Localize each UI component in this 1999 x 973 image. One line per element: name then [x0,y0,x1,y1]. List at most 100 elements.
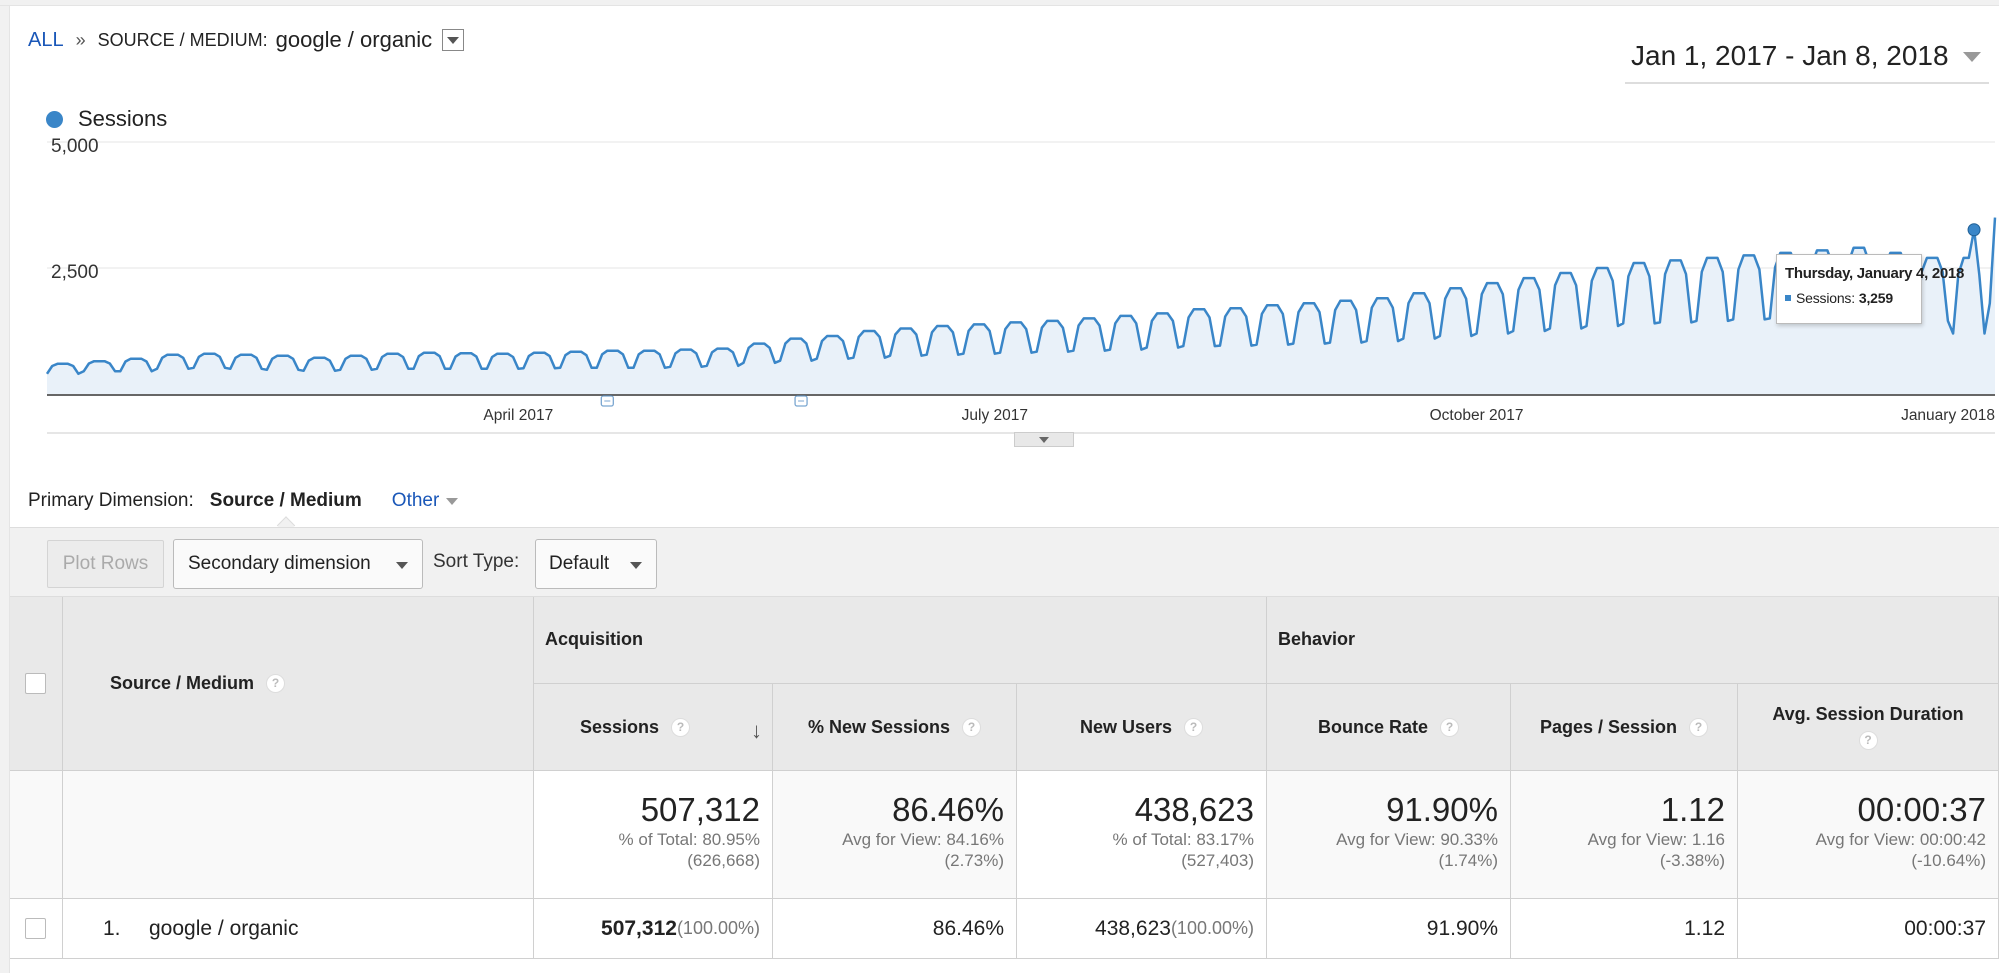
primary-dimension-bar: Primary Dimension: Source / Medium Other [28,490,459,512]
header-pages-session-content: Pages / Session ? [1511,684,1737,770]
y-tick-label: 2,500 [51,262,99,283]
row-sessions-value: 507,312 [601,916,677,940]
row-avg-duration-cell: 00:00:37 [1738,899,1999,959]
caret-down-icon [1962,52,1981,62]
header-avg-duration-content: Avg. Session Duration ? [1738,684,1998,770]
row-select-checkbox[interactable] [25,918,46,939]
breadcrumb-dimension-key: SOURCE / MEDIUM: [97,29,268,50]
primary-dimension-other-label: Other [391,490,440,511]
breadcrumb-separator: » [75,29,86,50]
header-bounce-rate-label: Bounce Rate [1317,716,1429,737]
total-new-sessions: 86.46% Avg for View: 84.16% (2.73%) [842,791,1004,871]
row-new-users-value: 438,623 [1095,916,1171,940]
chart-collapse-toggle[interactable] [1014,432,1074,447]
total-bounce-rate: 91.90% Avg for View: 90.33% (1.74%) [1336,791,1498,871]
sort-type-value: Default [549,553,610,574]
header-new-sessions-content: % New Sessions ? [773,684,1016,770]
breadcrumb-dropdown-button[interactable] [442,29,465,51]
secondary-dimension-label: Secondary dimension [188,553,371,574]
chevron-down-icon [1039,436,1049,443]
sort-descending-icon[interactable]: ↓ [751,718,762,743]
help-icon[interactable]: ? [266,674,286,693]
row-sessions: 507,312 (100.00%) [601,899,760,958]
legend-dot-icon [46,110,63,128]
secondary-dimension-select[interactable]: Secondary dimension [173,539,423,589]
total-avg-duration-cell: 00:00:37 Avg for View: 00:00:42 (-10.64%… [1738,771,1999,899]
total-new-users-cell: 438,623 % of Total: 83.17% (527,403) [1017,771,1267,899]
header-dimension-label[interactable]: Source / Medium [110,673,255,693]
total-avg-duration: 00:00:37 Avg for View: 00:00:42 (-10.64%… [1816,791,1986,871]
header-bounce-rate-content: Bounce Rate ? [1267,684,1510,770]
tooltip-swatch [1785,295,1791,301]
header-group-acquisition: Acquisition [534,597,1267,684]
x-tick-label: July 2017 [962,407,1028,424]
breadcrumb-all-link[interactable]: ALL [28,28,64,51]
row-checkbox-cell [10,899,63,959]
sessions-line [45,217,1997,376]
select-all-checkbox[interactable] [25,673,46,694]
highlight-point[interactable] [1967,223,1981,237]
plot-rows-button[interactable]: Plot Rows [47,540,164,588]
total-pages-session-sub1: Avg for View: 1.16 [1587,830,1725,849]
help-icon[interactable]: ? [962,717,982,737]
group-acquisition-label: Acquisition [545,629,643,649]
total-new-users-value: 438,623 [1134,791,1254,828]
table-row: 1. google / organic [63,899,534,959]
date-range-picker[interactable]: Jan 1, 2017 - Jan 8, 2018 [1625,40,1989,84]
header-group-behavior: Behavior [1267,597,1999,684]
total-sessions-sub2: (626,668) [687,851,760,870]
x-tick-label: October 2017 [1430,407,1524,424]
sort-type-select[interactable]: Default [535,539,657,589]
total-new-users-sub2: (527,403) [1181,851,1254,870]
total-bounce-rate-sub2: (1.74%) [1438,851,1498,870]
header-dimension-cell: Source / Medium ? [63,597,534,771]
total-new-sessions-cell: 86.46% Avg for View: 84.16% (2.73%) [773,771,1017,899]
primary-dimension-label: Primary Dimension: [28,490,194,511]
row-new-users-cell: 438,623 (100.00%) [1017,899,1267,959]
primary-dimension-other[interactable]: Other [392,490,459,512]
sort-type-label: Sort Type: [433,551,520,572]
header-checkbox-cell [10,597,63,771]
total-new-sessions-value: 86.46% [892,791,1004,828]
annotation-markers [600,395,808,407]
header-sessions-content: Sessions ? [534,684,772,770]
primary-dimension-source-medium[interactable]: Source / Medium [209,490,362,511]
chevron-down-icon [630,562,642,569]
header-bounce-rate[interactable]: Bounce Rate ? [1267,684,1511,771]
header-sessions[interactable]: Sessions ? ↓ [534,684,773,771]
sessions-chart[interactable]: 5,000 2,500 April 2017 July 2017 October 20… [0,130,1999,450]
help-icon[interactable]: ? [1858,731,1878,750]
chart-y-ticks: 5,000 2,500 [51,136,99,283]
row-bounce-rate-cell: 91.90% [1267,899,1511,959]
row-dimension-link[interactable]: google / organic [149,916,299,940]
help-icon[interactable]: ? [1440,717,1460,737]
header-avg-duration-label: Avg. Session Duration [1772,704,1964,724]
total-bounce-rate-cell: 91.90% Avg for View: 90.33% (1.74%) [1267,771,1511,899]
total-sessions-cell: 507,312 % of Total: 80.95% (626,668) [534,771,773,899]
help-icon[interactable]: ? [671,717,691,737]
legend-label: Sessions [78,106,168,131]
header-pages-session[interactable]: Pages / Session ? [1511,684,1738,771]
total-bounce-rate-sub1: Avg for View: 90.33% [1336,830,1498,849]
totals-dimension-cell [63,771,534,899]
chart-legend: Sessions [46,106,167,132]
table-toolbar: Plot Rows Secondary dimension Sort Type:… [10,527,1999,597]
x-tick-label: April 2017 [483,407,553,424]
header-new-sessions[interactable]: % New Sessions ? [773,684,1017,771]
header-new-users[interactable]: New Users ? [1017,684,1267,771]
data-table: Source / Medium ? Acquisition Behavior S… [10,597,1999,973]
date-range-text: Jan 1, 2017 - Jan 8, 2018 [1631,40,1949,71]
tooltip-label: Sessions: [1796,290,1855,306]
help-icon[interactable]: ? [1689,717,1709,737]
row-new-users: 438,623 (100.00%) [1095,899,1254,958]
chevron-down-icon [447,36,460,44]
help-icon[interactable]: ? [1184,717,1204,737]
row-bounce-rate: 91.90% [1426,916,1498,940]
tooltip-row: Sessions: 3,259 [1785,290,1913,306]
total-new-users: 438,623 % of Total: 83.17% (527,403) [1113,791,1254,871]
row-index: 1. [103,916,121,940]
header-avg-duration[interactable]: Avg. Session Duration ? [1738,684,1999,771]
row-sessions-pct: (100.00%) [676,918,760,938]
row-new-users-pct: (100.00%) [1170,918,1254,938]
total-sessions: 507,312 % of Total: 80.95% (626,668) [619,791,760,871]
